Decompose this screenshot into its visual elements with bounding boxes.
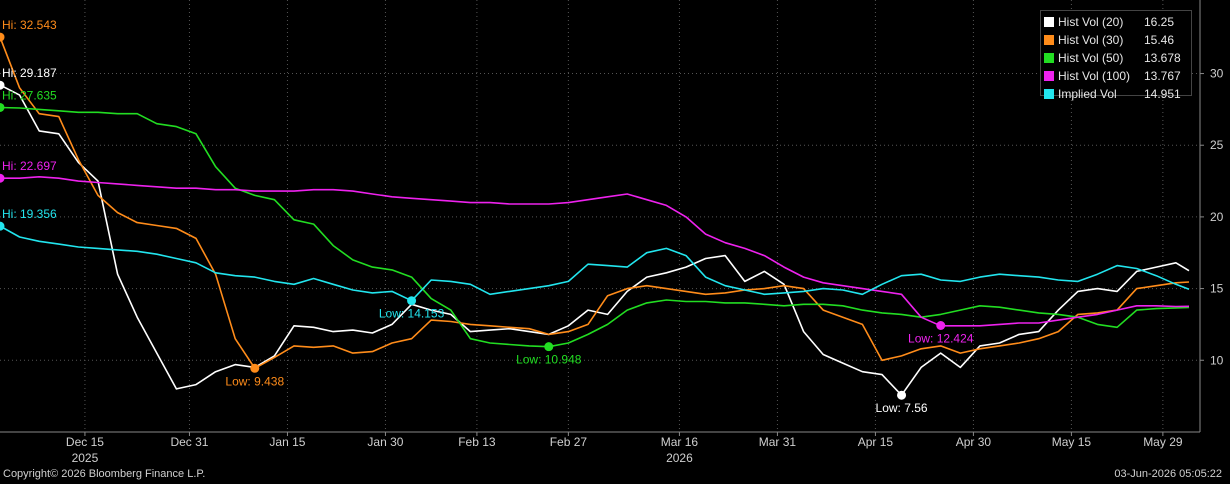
annotation-marker	[0, 32, 5, 42]
annotation-label: Low: 7.56	[876, 401, 928, 415]
annotation-marker	[936, 321, 946, 331]
x-tick-label: Jan 15	[269, 435, 305, 449]
legend-item: Hist Vol (30) 15.46	[1044, 31, 1188, 49]
x-tick-label: Apr 30	[956, 435, 992, 449]
y-tick-label: 20	[1210, 210, 1224, 224]
legend-series-name: Hist Vol (100)	[1058, 69, 1131, 83]
x-tick-label: Feb 27	[550, 435, 588, 449]
annotation-marker	[544, 342, 554, 352]
legend-last-value: 14.951	[1144, 87, 1181, 101]
copyright-text: Copyright© 2026 Bloomberg Finance L.P.	[3, 468, 206, 480]
x-year-label: 2025	[72, 451, 99, 465]
x-tick-label: Apr 15	[858, 435, 894, 449]
legend-last-value: 16.25	[1144, 15, 1175, 29]
x-tick-label: Feb 13	[458, 435, 496, 449]
y-tick-label: 15	[1210, 282, 1224, 296]
legend-series-name: Hist Vol (50)	[1058, 51, 1124, 65]
x-tick-label: Mar 16	[661, 435, 699, 449]
legend-swatch	[1044, 71, 1054, 81]
annotation-label: Hi: 22.697	[2, 159, 57, 173]
x-tick-label: Dec 15	[66, 435, 104, 449]
legend-last-value: 15.46	[1144, 33, 1175, 47]
annotation-label: Low: 12.424	[908, 332, 974, 346]
annotation-marker	[250, 363, 260, 373]
x-tick-label: Dec 31	[170, 435, 208, 449]
series-layer	[0, 36, 1190, 397]
annotation-label: Low: 9.438	[225, 374, 284, 388]
x-tick-label: May 29	[1143, 435, 1183, 449]
y-tick-label: 25	[1210, 138, 1224, 152]
chart-legend: Hist Vol (20) 16.25 Hist Vol (30) 15.46 Hist…	[1040, 10, 1192, 101]
legend-series-name: Implied Vol	[1058, 87, 1117, 101]
legend-item: Hist Vol (20) 16.25	[1044, 13, 1188, 31]
annotation-label: Hi: 32.543	[2, 18, 57, 32]
legend-last-value: 13.767	[1144, 69, 1181, 83]
legend-last-value: 13.678	[1144, 51, 1181, 65]
series-line-0	[0, 84, 1190, 397]
timestamp-text: 03-Jun-2026 05:05:22	[1114, 468, 1222, 480]
legend-item: Implied Vol 14.951	[1044, 85, 1188, 103]
legend-series-name: Hist Vol (20)	[1058, 15, 1124, 29]
annotation-label: Low: 14.153	[379, 307, 445, 321]
annotation-marker	[407, 296, 417, 306]
annotation-marker	[0, 221, 5, 231]
annotation-label: Hi: 29.187	[2, 66, 57, 80]
annotation-label: Hi: 19.356	[2, 207, 57, 221]
y-tick-label: 30	[1210, 67, 1224, 81]
annotation-marker	[0, 102, 5, 112]
annotation-label: Low: 10.948	[516, 353, 582, 367]
annotation-marker	[0, 173, 5, 183]
legend-swatch	[1044, 53, 1054, 63]
x-tick-label: May 15	[1052, 435, 1092, 449]
annotation-layer: Hi: 32.543 Hi: 29.187 Hi: 27.635 Hi: 22.697…	[0, 18, 974, 415]
series-line-1	[0, 36, 1190, 370]
series-line-4	[0, 225, 1190, 302]
legend-item: Hist Vol (50) 13.678	[1044, 49, 1188, 67]
legend-swatch	[1044, 17, 1054, 27]
series-line-3	[0, 176, 1190, 327]
grid-lines	[0, 0, 1200, 432]
legend-swatch	[1044, 89, 1054, 99]
legend-item: Hist Vol (100) 13.767	[1044, 67, 1188, 85]
y-tick-label: 10	[1210, 353, 1224, 367]
legend-swatch	[1044, 35, 1054, 45]
annotation-marker	[0, 80, 5, 90]
x-year-label: 2026	[666, 451, 693, 465]
x-tick-label: Mar 31	[759, 435, 797, 449]
annotation-label: Hi: 27.635	[2, 88, 57, 102]
legend-series-name: Hist Vol (30)	[1058, 33, 1124, 47]
annotation-marker	[897, 390, 907, 400]
series-line-2	[0, 106, 1190, 348]
x-tick-label: Jan 30	[367, 435, 403, 449]
